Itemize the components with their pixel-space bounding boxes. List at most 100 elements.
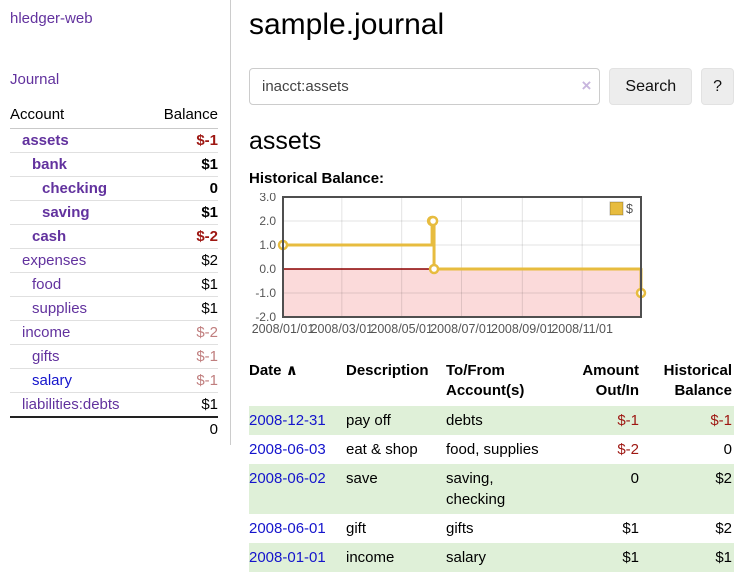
transaction-accounts: food, supplies [446, 440, 539, 458]
account-row-saving: saving $1 [10, 200, 218, 225]
account-balance-table: Account Balance assets $-1 bank $1 check… [10, 102, 218, 441]
account-heading: assets [249, 127, 322, 155]
account-row-income: income $-2 [10, 320, 218, 345]
amount-column-header: Amount Out/In [582, 362, 639, 400]
account-balance: $1 [149, 392, 218, 418]
transaction-accounts: debts [446, 411, 483, 429]
account-row-food: food $1 [10, 272, 218, 297]
transaction-description: eat & shop [346, 440, 418, 458]
account-link-liabilities-debts[interactable]: liabilities:debts [22, 396, 120, 413]
svg-text:2008/05/01: 2008/05/01 [370, 322, 433, 336]
transaction-accounts: gifts [446, 519, 474, 537]
svg-text:2008/07/01: 2008/07/01 [430, 322, 493, 336]
register-row: 2008-06-02 save saving, checking 0 $2 [249, 463, 734, 514]
account-link-checking[interactable]: checking [42, 180, 108, 197]
account-column-header: To/From Account(s) [446, 362, 525, 400]
transaction-balance: $2 [715, 519, 732, 537]
account-link-salary[interactable]: salary [32, 372, 73, 389]
register-row: 2008-01-01 income salary $1 $1 [249, 542, 734, 572]
transaction-description: income [346, 548, 395, 566]
sort-ascending-icon: ∧ [285, 362, 298, 379]
account-row-expenses: expenses $2 [10, 248, 218, 273]
search-input[interactable] [249, 68, 601, 105]
account-balance: $-1 [149, 128, 218, 153]
chart-canvas: $3.0 2.0 1.0 0.0 -1.0 -2.02008/01/012008/03/0… [252, 193, 647, 336]
account-table-header: Account Balance [10, 102, 218, 129]
transaction-description: gift [346, 519, 367, 537]
main-content: sample.journal × Search ? assets Histori… [232, 0, 742, 582]
help-button[interactable]: ? [701, 68, 734, 105]
search-input-wrap: × [249, 68, 601, 105]
svg-text:2008/11/01: 2008/11/01 [551, 322, 613, 336]
account-column-header: Account [10, 102, 150, 129]
account-link-bank[interactable]: bank [32, 156, 68, 173]
clear-search-icon[interactable]: × [581, 76, 592, 95]
svg-text:1.0: 1.0 [259, 238, 276, 252]
transaction-accounts: saving, checking [446, 469, 506, 508]
register-row: 2008-06-03 eat & shop food, supplies $-2… [249, 435, 734, 464]
account-total-balance: 0 [149, 416, 218, 441]
account-link-assets[interactable]: assets [22, 132, 69, 149]
transaction-balance: $1 [715, 548, 732, 566]
transaction-date-link[interactable]: 2008-12-31 [249, 411, 326, 429]
register-header-row: Date ∧ Description To/From Account(s) Am… [249, 359, 734, 406]
account-link-gifts[interactable]: gifts [32, 348, 60, 365]
transaction-balance: $-1 [710, 411, 732, 429]
account-balance: $1 [149, 296, 218, 321]
account-link-supplies[interactable]: supplies [32, 300, 88, 317]
svg-text:2.0: 2.0 [259, 214, 276, 228]
account-balance: $1 [149, 200, 218, 225]
date-column-header: Date ∧ [249, 362, 298, 379]
account-balance: $2 [149, 248, 218, 273]
svg-text:3.0: 3.0 [259, 193, 276, 204]
account-link-cash[interactable]: cash [32, 228, 67, 245]
account-balance: $-1 [149, 344, 218, 369]
historical-balance-chart: $3.0 2.0 1.0 0.0 -1.0 -2.0 2008/01/01 2008/03/0… [249, 193, 734, 343]
transaction-description: pay off [346, 411, 391, 429]
svg-text:0.0: 0.0 [259, 262, 276, 276]
balance-column-header: Balance [149, 102, 218, 129]
account-link-saving[interactable]: saving [42, 204, 90, 221]
account-link-expenses[interactable]: expenses [22, 252, 87, 269]
search-bar: × Search ? [249, 68, 734, 105]
sidebar: hledger-web Journal Account Balance asse… [0, 0, 231, 445]
transaction-accounts: salary [446, 548, 487, 566]
description-column-header: Description [346, 362, 429, 379]
account-row-supplies: supplies $1 [10, 296, 218, 321]
transaction-date-link[interactable]: 2008-06-03 [249, 440, 326, 458]
account-row-cash: cash $-2 [10, 224, 218, 249]
svg-text:$: $ [626, 202, 633, 216]
transaction-amount: $-1 [617, 411, 639, 429]
account-total-row: 0 [10, 416, 218, 441]
svg-text:2008/03/01: 2008/03/01 [311, 322, 374, 336]
svg-text:2008/09/01: 2008/09/01 [491, 322, 554, 336]
account-balance: 0 [149, 176, 218, 201]
account-balance: $-2 [149, 320, 218, 345]
transaction-date-link[interactable]: 2008-06-01 [249, 519, 326, 537]
svg-text:-2.0: -2.0 [255, 310, 276, 324]
svg-text:2008/01/01: 2008/01/01 [252, 322, 315, 336]
account-link-food[interactable]: food [32, 276, 62, 293]
account-row-salary: salary $-1 [10, 368, 218, 393]
svg-text:-1.0: -1.0 [255, 286, 276, 300]
page-title: sample.journal [249, 8, 445, 41]
register-row: 2008-12-31 pay off debts $-1 $-1 [249, 405, 734, 435]
transaction-balance: 0 [723, 440, 732, 458]
account-balance: $-2 [149, 224, 218, 249]
account-balance: $-1 [149, 368, 218, 393]
account-row-liabilities-debts: liabilities:debts $1 [10, 392, 218, 418]
transaction-date-link[interactable]: 2008-01-01 [249, 548, 326, 566]
transaction-amount: $1 [622, 548, 639, 566]
account-balance: $1 [149, 272, 218, 297]
account-balance: $1 [149, 152, 218, 177]
transaction-amount: $1 [622, 519, 639, 537]
transaction-amount: $-2 [617, 440, 639, 458]
account-row-gifts: gifts $-1 [10, 344, 218, 369]
sidebar-item-journal[interactable]: Journal [10, 71, 60, 88]
search-button[interactable]: Search [609, 68, 693, 105]
register-table: Date ∧ Description To/From Account(s) Am… [249, 359, 734, 572]
transaction-balance: $2 [715, 469, 732, 487]
transaction-date-link[interactable]: 2008-06-02 [249, 469, 326, 487]
account-link-income[interactable]: income [22, 324, 71, 341]
brand-link[interactable]: hledger-web [10, 10, 93, 27]
